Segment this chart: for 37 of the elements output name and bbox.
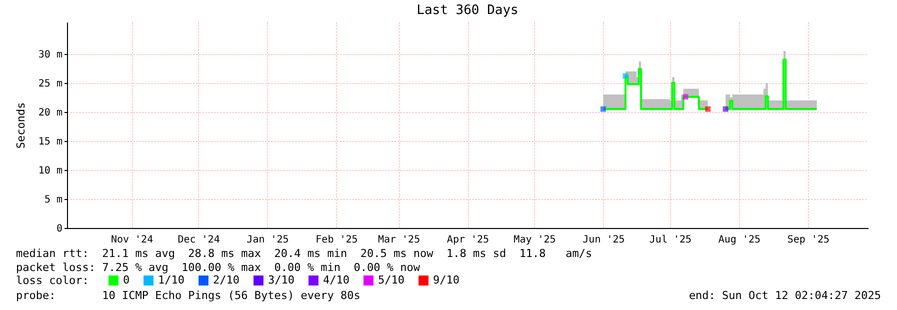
x-tick-label: Dec '24	[178, 234, 220, 246]
legend-label: 4/10	[323, 274, 350, 287]
legend-label: 3/10	[268, 274, 294, 287]
text: end: Sun Oct 12 02:04:27 2025	[688, 289, 881, 302]
x-tick-label: Sep '25	[787, 234, 830, 246]
legend-label: 1/10	[158, 274, 184, 287]
y-tick-label: 10 m	[38, 165, 62, 176]
text: probe: 10 ICMP Echo Pings (56 Bytes) every 80s	[16, 289, 360, 302]
y-tick-label: 20 m	[38, 107, 62, 118]
x-tick-label: Nov '24	[110, 234, 154, 246]
legend-label: 5/10	[378, 274, 404, 287]
legend-label: 9/10	[433, 274, 460, 287]
point	[622, 73, 628, 79]
x-tick-label: Jan '25	[246, 234, 289, 246]
y-tick-label: 25 m	[38, 78, 62, 90]
x-tick-label: May '25	[514, 234, 556, 246]
point	[682, 94, 688, 100]
y-tick-label: 15 m	[38, 136, 62, 148]
y-axis-title: Seconds	[14, 102, 28, 149]
x-tick-label: Feb '25	[316, 234, 358, 246]
chart-title: Last 360 Days	[416, 3, 518, 18]
x-tick-label: Apr '25	[446, 234, 490, 246]
legend-title: loss color:	[16, 274, 89, 287]
text: packet loss: 7.25 % avg 100.00 % max 0.00 % min 0.00 % now	[16, 261, 420, 274]
y-tick-label: 0	[56, 224, 62, 234]
x-tick-label: Jun '25	[582, 234, 625, 246]
y-tick-label: 30 m	[38, 49, 62, 60]
x-tick-label: Mar '25	[378, 234, 420, 246]
point	[722, 106, 728, 112]
point	[705, 106, 711, 112]
legend-label: 0	[123, 274, 130, 287]
x-tick-label: Aug '25	[718, 234, 761, 246]
y-tick-label: 5 m	[44, 194, 62, 206]
point	[600, 106, 606, 112]
x-tick-label: Jul '25	[649, 234, 692, 246]
legend-label: 2/10	[213, 274, 240, 287]
text: median rtt: 21.1 ms avg 28.8 ms max 20.4 ms min 20.5 ms now 1.8 ms sd 11.8 am/s	[16, 247, 592, 260]
